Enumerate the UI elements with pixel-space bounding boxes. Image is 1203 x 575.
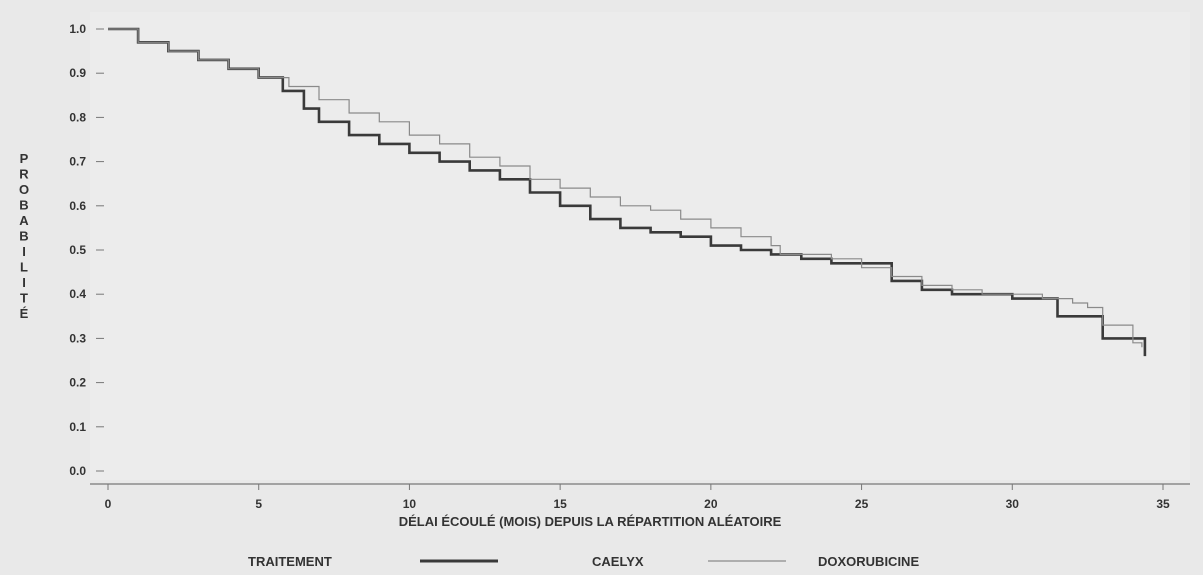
y-axis-title-letter: O xyxy=(19,182,29,197)
y-tick-label: 0.5 xyxy=(69,243,86,257)
y-tick-label: 0.1 xyxy=(69,420,86,434)
y-axis-title-letter: R xyxy=(19,167,29,182)
x-tick-label: 0 xyxy=(105,497,112,511)
y-tick-label: 0.2 xyxy=(69,376,86,390)
x-tick-label: 5 xyxy=(255,497,262,511)
legend-label-doxorubicine: DOXORUBICINE xyxy=(818,554,919,569)
y-tick-label: 0.0 xyxy=(69,464,86,478)
y-axis-title-letter: T xyxy=(20,291,28,306)
y-axis-title-letter: A xyxy=(19,213,29,228)
y-axis-title-letter: I xyxy=(22,275,26,290)
x-tick-label: 10 xyxy=(403,497,417,511)
x-axis-ticks: 0 5 10 15 20 25 30 35 xyxy=(105,484,1170,511)
y-tick-label: 0.4 xyxy=(69,287,86,301)
y-tick-label: 1.0 xyxy=(69,22,86,36)
legend-label-caelyx: CAELYX xyxy=(592,554,644,569)
y-tick-label: 0.7 xyxy=(69,155,86,169)
x-tick-label: 25 xyxy=(855,497,869,511)
series-line-doxorubicine xyxy=(108,28,1143,348)
x-tick-label: 35 xyxy=(1156,497,1170,511)
y-axis-title-letter: B xyxy=(19,229,28,244)
series-layer xyxy=(108,27,1147,357)
series-line-caelyx xyxy=(108,27,1147,357)
y-axis-title-letter: B xyxy=(19,198,28,213)
y-tick-label: 0.9 xyxy=(69,66,86,80)
y-tick-label: 0.8 xyxy=(69,110,86,124)
plot-area xyxy=(90,12,1190,480)
y-tick-label: 0.6 xyxy=(69,199,86,213)
y-tick-label: 0.3 xyxy=(69,331,86,345)
x-tick-label: 30 xyxy=(1006,497,1020,511)
x-tick-label: 15 xyxy=(553,497,567,511)
y-axis-ticks: 0.0 0.1 0.2 0.3 0.4 0.5 0.6 0.7 0.8 0.9 1.0 xyxy=(69,22,104,478)
x-tick-label: 20 xyxy=(704,497,718,511)
y-axis-title-letter: É xyxy=(20,306,29,321)
legend-title: TRAITEMENT xyxy=(248,554,332,569)
y-axis-title-letter: P xyxy=(20,151,29,166)
y-axis-title-letter: I xyxy=(22,244,26,259)
y-axis-title-letter: L xyxy=(20,260,28,275)
x-axis-title: DÉLAI ÉCOULÉ (MOIS) DEPUIS LA RÉPARTITIO… xyxy=(399,514,782,529)
